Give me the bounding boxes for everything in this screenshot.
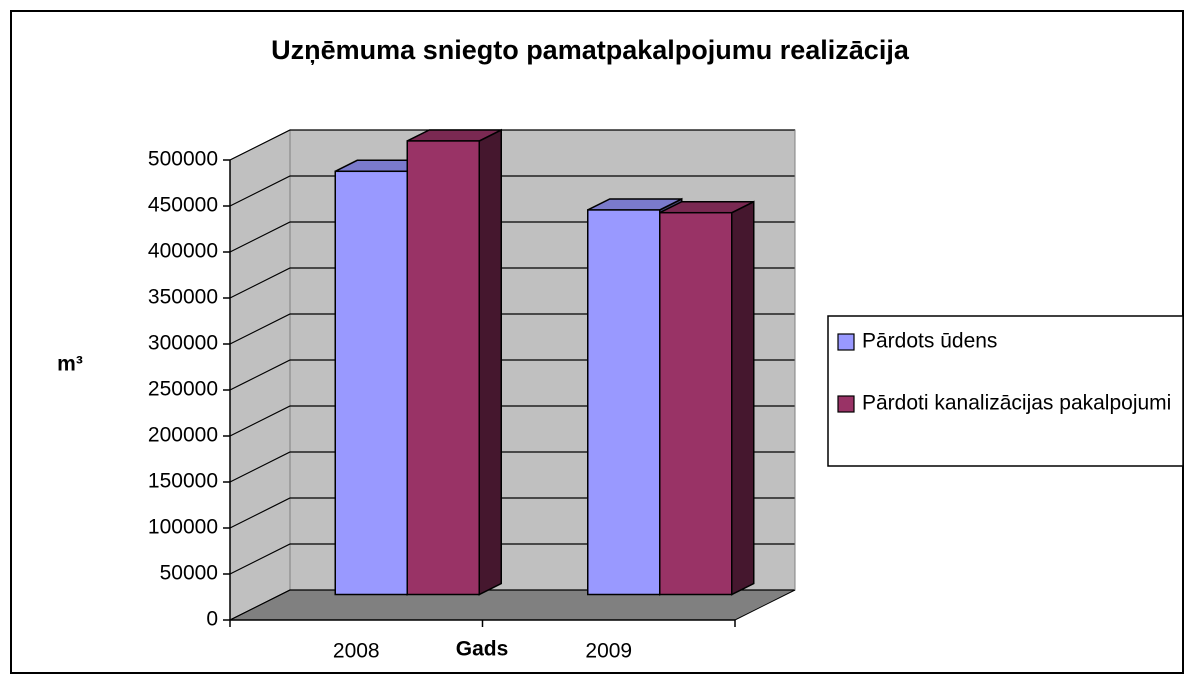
- y-tick-label: 50000: [160, 562, 218, 585]
- x-tick-label: 2009: [585, 640, 632, 663]
- bar-front: [659, 211, 733, 596]
- x-axis-label: Gads: [456, 638, 509, 661]
- grid-line: [229, 175, 795, 207]
- bar-front: [406, 140, 480, 596]
- y-tick-label: 400000: [148, 240, 218, 263]
- x-tick-label: 2008: [333, 640, 380, 663]
- legend-swatch: [837, 333, 855, 351]
- y-tick-label: 500000: [148, 148, 218, 171]
- chart-title: Uzņēmuma sniegto pamatpakalpojumu realiz…: [271, 35, 910, 65]
- grid-line: [229, 129, 795, 161]
- legend-label: Pārdoti kanalizācijas pakalpojumi: [862, 392, 1171, 415]
- y-tick-label: 300000: [148, 332, 218, 355]
- y-tick-label: 450000: [148, 194, 218, 217]
- bar-side: [731, 200, 755, 596]
- y-tick-label: 200000: [148, 424, 218, 447]
- legend-label: Pārdots ūdens: [862, 330, 997, 353]
- y-tick-label: 250000: [148, 378, 218, 401]
- bar-front: [334, 170, 408, 596]
- y-axis-label: m³: [57, 353, 83, 376]
- bar: [659, 200, 755, 596]
- y-tick-label: 350000: [148, 286, 218, 309]
- bar: [406, 128, 502, 596]
- legend: Pārdots ūdens Pārdoti kanalizācijas pakal…: [827, 315, 1184, 467]
- y-tick-label: 150000: [148, 470, 218, 493]
- legend-box: [827, 315, 1184, 467]
- y-tick-label: 0: [206, 608, 218, 631]
- legend-swatch: [837, 395, 855, 413]
- bar-front: [587, 209, 661, 596]
- plot-area: 0 50000 100000 150000 200000 250000 300000 3500…: [148, 128, 796, 663]
- bar-side: [478, 128, 502, 596]
- y-tick-label: 100000: [148, 516, 218, 539]
